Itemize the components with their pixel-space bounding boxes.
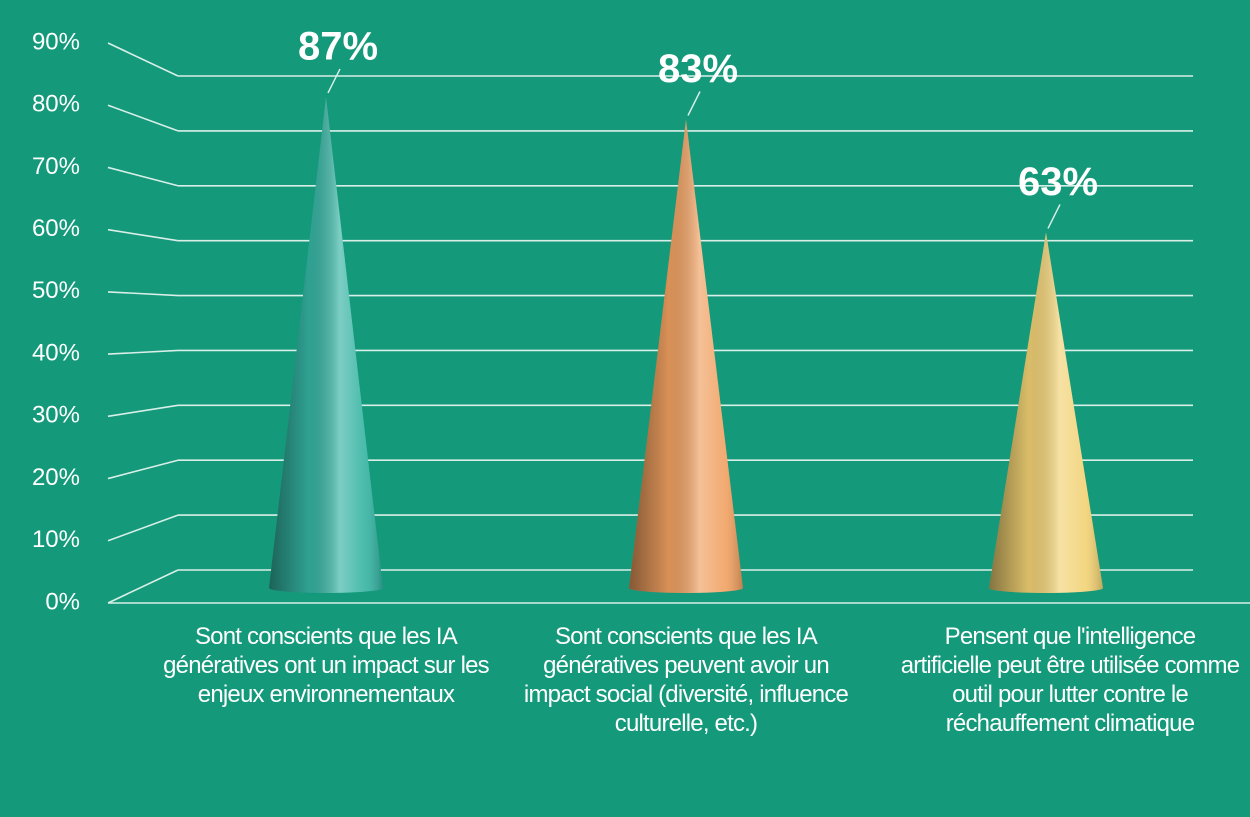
tick-line	[107, 569, 179, 604]
value-label: 63%	[1018, 160, 1098, 204]
y-tick-label: 40%	[32, 339, 80, 366]
value-label: 87%	[298, 24, 378, 68]
cone-shade	[989, 232, 1103, 593]
y-tick-label: 90%	[32, 28, 80, 55]
tick-line	[107, 291, 179, 297]
tick-line	[107, 404, 179, 418]
cone-shade	[629, 119, 743, 593]
y-tick-label: 30%	[32, 402, 80, 429]
leader-line	[687, 91, 701, 116]
cone	[629, 119, 743, 593]
tick-line	[107, 459, 179, 480]
x-tick-label: Pensent que l'intelligence artificielle …	[900, 623, 1240, 737]
leader-line	[327, 68, 341, 94]
tick-line	[107, 349, 179, 355]
cone	[989, 232, 1103, 593]
y-tick-label: 80%	[32, 91, 80, 118]
cone	[269, 96, 383, 593]
y-tick-label: 60%	[32, 215, 80, 242]
y-tick-label: 0%	[45, 588, 80, 615]
tick-line	[107, 104, 179, 132]
y-tick-label: 50%	[32, 277, 80, 304]
leader-line	[1047, 204, 1061, 229]
value-label: 83%	[658, 47, 738, 91]
y-tick-label: 10%	[32, 526, 80, 553]
x-tick-label: Sont conscients que les IA génératives p…	[523, 623, 849, 737]
tick-line	[107, 42, 179, 77]
tick-line	[107, 514, 179, 542]
x-tick-label: Sont conscients que les IA génératives o…	[163, 623, 490, 708]
y-tick-label: 70%	[32, 153, 80, 180]
cone-shade	[269, 96, 383, 593]
tick-line	[107, 228, 179, 242]
y-tick-label: 20%	[32, 464, 80, 491]
tick-line	[107, 166, 179, 187]
